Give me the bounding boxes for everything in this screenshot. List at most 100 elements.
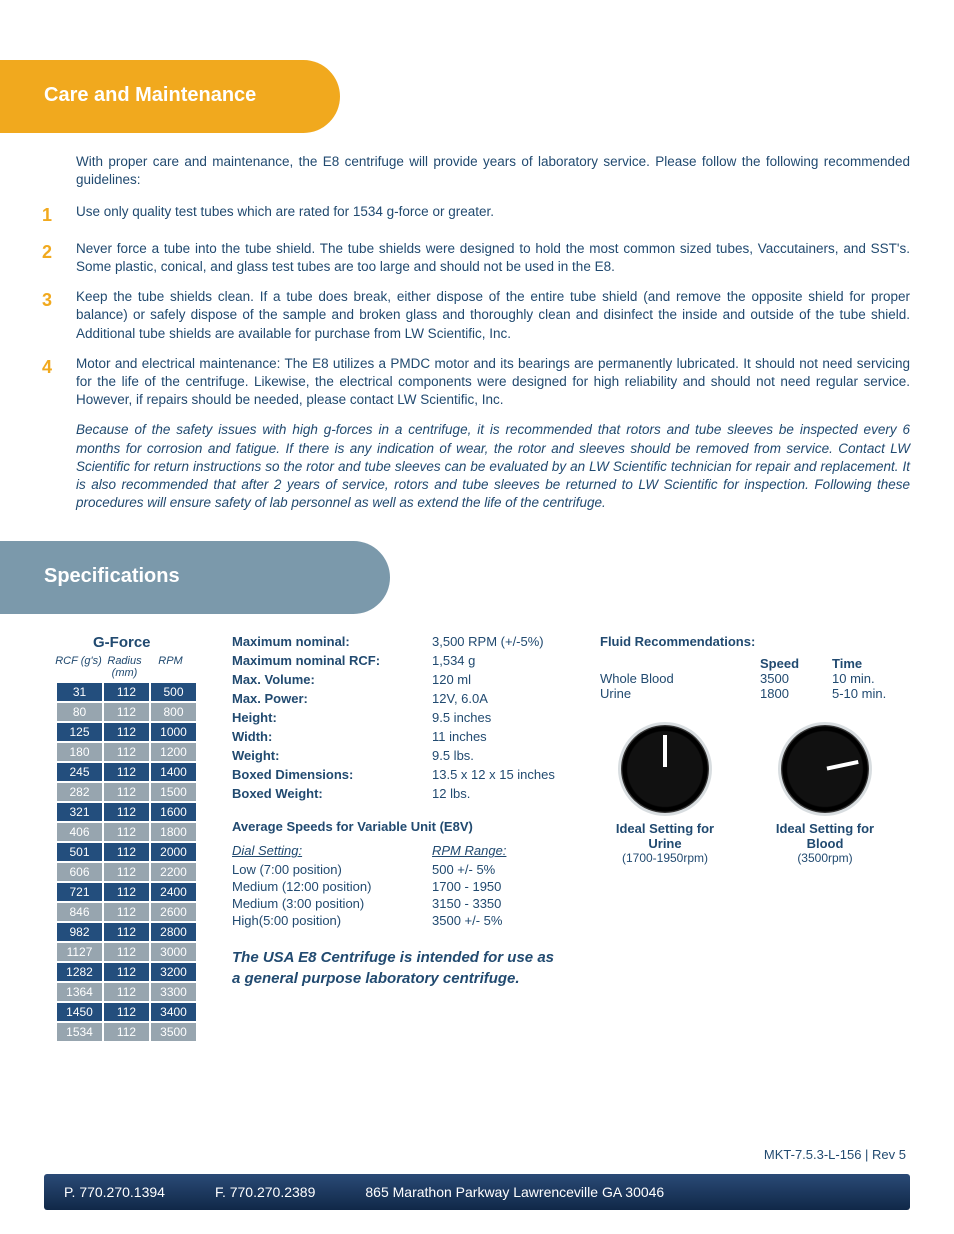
spec-row: Width:11 inches <box>232 729 566 744</box>
care-item-number: 4 <box>42 355 76 410</box>
care-item: 3Keep the tube shields clean. If a tube … <box>76 288 910 343</box>
document-id: MKT-7.5.3-L-156 | Rev 5 <box>764 1147 906 1162</box>
fluid-name: Urine <box>600 686 760 701</box>
care-item-text: Never force a tube into the tube shield.… <box>76 240 910 276</box>
gforce-rpm: 3500 <box>151 1023 196 1041</box>
spec-value: 12V, 6.0A <box>432 691 488 706</box>
dial-head-setting: Dial Setting: <box>232 843 432 858</box>
gforce-rpm: 3000 <box>151 943 196 961</box>
spec-value: 9.5 inches <box>432 710 491 725</box>
fluid-head-time: Time <box>832 656 862 671</box>
spec-row: Max. Volume:120 ml <box>232 672 566 687</box>
gforce-rpm: 3300 <box>151 983 196 1001</box>
gforce-headers: RCF (g's) Radius (mm) RPM <box>55 655 198 679</box>
gforce-rpm: 2000 <box>151 843 196 861</box>
spec-label: Max. Power: <box>232 691 432 706</box>
footer-fax: F. 770.270.2389 <box>215 1184 315 1200</box>
spec-row: Weight:9.5 lbs. <box>232 748 566 763</box>
care-item-number: 1 <box>42 203 76 227</box>
gforce-radius: 112 <box>104 803 149 821</box>
gforce-radius: 112 <box>104 1023 149 1041</box>
gforce-row: 2451121400 <box>57 763 196 781</box>
gforce-head-rcf: RCF (g's) <box>55 655 102 679</box>
gforce-row: 5011122000 <box>57 843 196 861</box>
fluid-title: Fluid Recommendations: <box>600 634 910 651</box>
gforce-radius: 112 <box>104 923 149 941</box>
gforce-row: 7211122400 <box>57 883 196 901</box>
gforce-radius: 112 <box>104 863 149 881</box>
gforce-radius: 112 <box>104 843 149 861</box>
section-care-title: Care and Maintenance <box>0 60 340 133</box>
dial-blood: Ideal Setting for Blood (3500rpm) <box>760 725 890 865</box>
gforce-row: 31112500 <box>57 683 196 701</box>
gforce-row: 12821123200 <box>57 963 196 981</box>
dial-urine-title: Ideal Setting for Urine <box>600 821 730 851</box>
gforce-block: G-Force RCF (g's) Radius (mm) RPM 311125… <box>55 634 198 1043</box>
gforce-radius: 112 <box>104 983 149 1001</box>
gforce-row: 6061122200 <box>57 863 196 881</box>
spec-row: Boxed Dimensions:13.5 x 12 x 15 inches <box>232 767 566 782</box>
care-item-text: Motor and electrical maintenance: The E8… <box>76 355 910 410</box>
gforce-rcf: 180 <box>57 743 102 761</box>
care-item: 1Use only quality test tubes which are r… <box>76 203 910 227</box>
gforce-rpm: 1500 <box>151 783 196 801</box>
gforce-row: 1801121200 <box>57 743 196 761</box>
dial-head-rpm: RPM Range: <box>432 843 506 858</box>
spec-label: Max. Volume: <box>232 672 432 687</box>
fluid-name: Whole Blood <box>600 671 760 686</box>
section-specs-title: Specifications <box>0 541 390 614</box>
dial-row: Medium (12:00 position)1700 - 1950 <box>232 879 566 894</box>
care-item: 2Never force a tube into the tube shield… <box>76 240 910 276</box>
avg-speeds-title: Average Speeds for Variable Unit (E8V) <box>232 819 566 836</box>
dial-setting: High(5:00 position) <box>232 913 432 928</box>
gforce-rpm: 1200 <box>151 743 196 761</box>
gforce-rcf: 501 <box>57 843 102 861</box>
gforce-radius: 112 <box>104 703 149 721</box>
fluid-time: 5-10 min. <box>832 686 886 701</box>
spec-label: Weight: <box>232 748 432 763</box>
dial-rpm: 1700 - 1950 <box>432 879 501 894</box>
gforce-radius: 112 <box>104 783 149 801</box>
gforce-rpm: 2200 <box>151 863 196 881</box>
gforce-head-radius: Radius (mm) <box>102 655 147 679</box>
care-item-number: 3 <box>42 288 76 343</box>
spec-right-column: Fluid Recommendations: Speed Time Whole … <box>600 634 910 1043</box>
page-footer: P. 770.270.1394 F. 770.270.2389 865 Mara… <box>44 1174 910 1210</box>
gforce-rpm: 1400 <box>151 763 196 781</box>
gforce-table: 3111250080112800125112100018011212002451… <box>55 681 198 1043</box>
spec-value: 1,534 g <box>432 653 475 668</box>
gforce-rpm: 2400 <box>151 883 196 901</box>
care-item: 4Motor and electrical maintenance: The E… <box>76 355 910 410</box>
spec-label: Boxed Dimensions: <box>232 767 432 782</box>
gforce-rcf: 245 <box>57 763 102 781</box>
gforce-radius: 112 <box>104 903 149 921</box>
care-item-text: Keep the tube shields clean. If a tube d… <box>76 288 910 343</box>
dial-rpm: 3150 - 3350 <box>432 896 501 911</box>
gforce-row: 4061121800 <box>57 823 196 841</box>
gforce-radius: 112 <box>104 943 149 961</box>
gforce-rpm: 800 <box>151 703 196 721</box>
gforce-rpm: 1800 <box>151 823 196 841</box>
spec-label: Maximum nominal: <box>232 634 432 649</box>
gforce-rpm: 1600 <box>151 803 196 821</box>
gforce-radius: 112 <box>104 883 149 901</box>
care-content: With proper care and maintenance, the E8… <box>0 133 954 513</box>
spec-value: 11 inches <box>432 729 487 744</box>
gforce-row: 11271123000 <box>57 943 196 961</box>
dial-row: High(5:00 position)3500 +/- 5% <box>232 913 566 928</box>
gforce-rpm: 3400 <box>151 1003 196 1021</box>
fluid-speed: 3500 <box>760 671 832 686</box>
gforce-rcf: 1450 <box>57 1003 102 1021</box>
footer-phone: P. 770.270.1394 <box>64 1184 165 1200</box>
gforce-rcf: 1534 <box>57 1023 102 1041</box>
gforce-rcf: 1127 <box>57 943 102 961</box>
gforce-row: 14501123400 <box>57 1003 196 1021</box>
dial-setting: Medium (3:00 position) <box>232 896 432 911</box>
gforce-rcf: 846 <box>57 903 102 921</box>
gforce-rcf: 321 <box>57 803 102 821</box>
dial-row: Medium (3:00 position)3150 - 3350 <box>232 896 566 911</box>
knob-blood-icon <box>781 725 869 813</box>
gforce-row: 13641123300 <box>57 983 196 1001</box>
gforce-rcf: 606 <box>57 863 102 881</box>
spec-value: 13.5 x 12 x 15 inches <box>432 767 555 782</box>
